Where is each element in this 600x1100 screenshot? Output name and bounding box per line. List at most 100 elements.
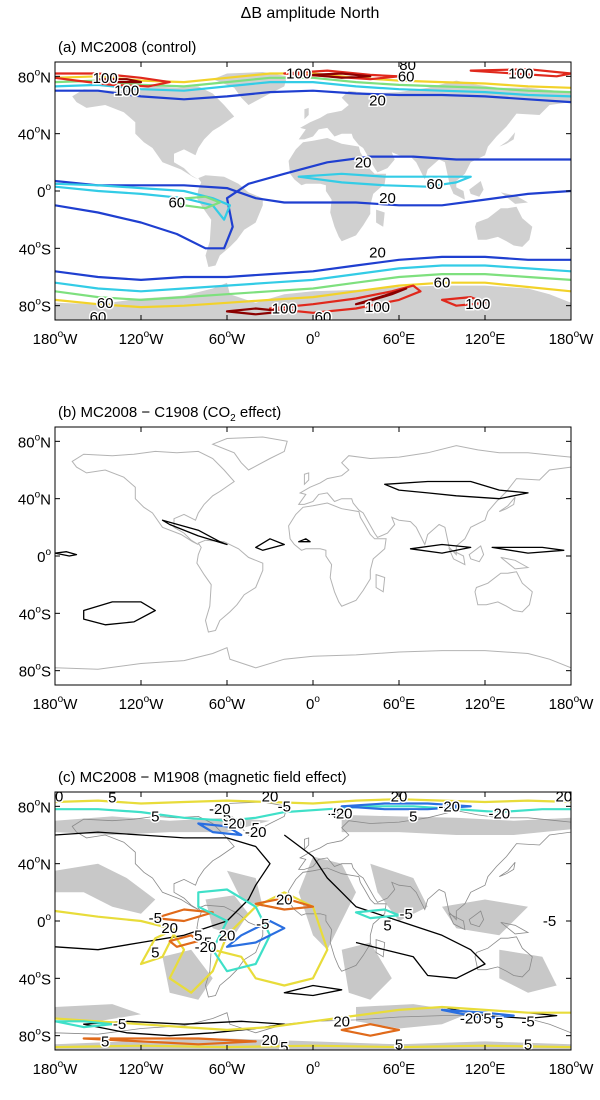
panel-c-contour-diff_neg_20-0 [340,802,472,811]
panel-c-x-axis: 180oW 120oW 60oW 0o 60oE 120oE 180oW [33,792,595,1078]
degree-symbol: o [45,912,51,923]
tick-degrees: 80 [19,664,36,681]
panel-c-contour-label: 20 [47,788,64,805]
panel-c-contour-label: 20 [391,788,408,805]
tick-degrees: 60 [209,1061,226,1078]
panel-a-contour-contour_100-3 [268,284,422,314]
tick-degrees: 120 [465,331,490,348]
panel-c-contour-label: 20 [276,892,293,909]
panel-c-contour-label: 20 [262,1032,279,1049]
panel-a-contour-contour_80-1 [55,281,571,309]
panel-a-contour-label: 60 [398,68,415,85]
degree-symbol: o [58,329,64,340]
panel-c-contour-label: -20 [245,824,267,841]
panel-c-contour-label: -5 [400,906,413,923]
panel-c-shade-4 [162,949,213,1000]
panel-c-x-tick-label: 180oW [549,1059,595,1078]
panel-c-contour-diff_pos_20-3 [82,1037,257,1046]
panel-c-contour-label: -20 [460,1011,482,1028]
panel-a-contour-contour_40-0 [55,81,571,98]
tick-hemisphere: W [149,331,164,348]
panel-c-contour-diff_pos_5-0 [55,798,571,805]
tick-hemisphere: W [149,1061,164,1078]
panel-c-coastline-9 [448,912,466,931]
panel-a-title: (a) MC2008 (control) [58,39,196,56]
panel-a-contour-label: 100 [465,296,490,313]
panel-c-shade-11 [55,1004,141,1022]
panel-c-contour-label: 5 [395,1036,403,1053]
panel-c-contour-diff_neg_20-2 [225,919,286,948]
tick-hemisphere: E [495,696,505,713]
panel-c-contour-label: 20 [161,920,178,937]
panel-b-x-tick-label: 60oE [383,694,415,713]
degree-symbol: o [35,855,41,866]
panel-a-y-tick-label: 40oS [19,239,51,258]
panel-c-contour-diff_pos_20-0 [154,908,214,923]
panel-b-coastline-2 [211,436,288,471]
tick-degrees: 120 [465,1061,490,1078]
tick-hemisphere: W [63,696,78,713]
panel-c-contour-diff_pos_5-2 [139,927,178,966]
panel-a-contour-contour_80-0 [55,72,571,89]
panel-c-contour-label: 20 [262,788,279,805]
panel-a-contour-label: 60 [315,309,332,326]
panel-b-title-post: effect) [236,404,282,421]
degree-symbol: o [35,797,41,808]
panel-a-contour-label: 20 [369,245,386,262]
tick-degrees: 0 [37,914,45,931]
panel-a-landmass-12 [499,132,516,147]
panel-a-landmass-5 [376,209,385,227]
panel-a-landmass-11 [500,192,528,204]
panel-c-contour-diff_pos_20-4 [340,1023,401,1037]
panel-c-contour-diff_neg_20-3 [440,1008,515,1020]
tick-degrees: 0 [37,549,45,566]
panel-b-coastline-9 [448,547,466,566]
panel-b-title-sub: 2 [230,413,236,424]
panel-c-contour-diff_black-1 [283,834,486,979]
panel-b-contour-diff_black-5 [384,480,529,500]
panel-c-contour-label: -20 [209,801,231,818]
panel-a-contour-label: 60 [97,295,114,312]
panel-b-x-tick-label: 120oE [465,694,506,713]
panel-c-contour-label: 5 [252,820,260,837]
panel-c-contour-label: 5 [151,808,159,825]
panel-c-x-tick-label: 60oW [209,1059,246,1078]
degree-symbol: o [35,297,41,308]
panel-c-y-tick-label: 40oS [19,969,51,988]
tick-degrees: 40 [18,127,35,144]
degree-symbol: o [574,329,580,340]
panel-c-contour-diff_black-3 [283,984,343,997]
tick-degrees: 40 [19,241,36,258]
panel-c-coastline-6 [304,837,310,851]
panel-c-x-tick-label: 0o [306,1059,320,1078]
tick-degrees: 80 [19,299,36,316]
tick-hemisphere: E [405,1061,415,1078]
panel-a-contour-contour_60-2 [55,273,571,301]
panel-c-shade-6 [298,856,356,950]
panel-a-x-tick-label: 0o [306,329,320,348]
degree-symbol: o [225,1059,231,1070]
degree-symbol: o [574,1059,580,1070]
degree-symbol: o [314,694,320,705]
panel-a-contours [55,68,571,316]
panel-a-landmass-6 [304,107,309,120]
tick-degrees: 40 [18,857,35,874]
panel-b-contour-diff_black-7 [491,546,565,554]
tick-hemisphere: N [40,492,51,509]
panel-c-contour-label: 20 [555,788,572,805]
panel-b-frame [54,426,572,686]
panel-c-contour-label: -5 [478,1011,491,1028]
panel-b-contour-diff_black-0 [55,551,78,557]
tick-hemisphere: S [41,299,51,316]
figure-title: ΔB amplitude North [241,5,380,22]
panel-b-contour-diff_black-2 [161,519,228,546]
panel-b-x-tick-label: 180oW [33,694,79,713]
panel-a-x-tick-label: 60oW [209,329,246,348]
tick-degrees: 0 [306,1061,314,1078]
degree-symbol: o [35,969,41,980]
tick-hemisphere: E [495,331,505,348]
panel-a-contour-label: 20 [379,190,396,207]
panel-a-landmass-8 [55,282,571,320]
